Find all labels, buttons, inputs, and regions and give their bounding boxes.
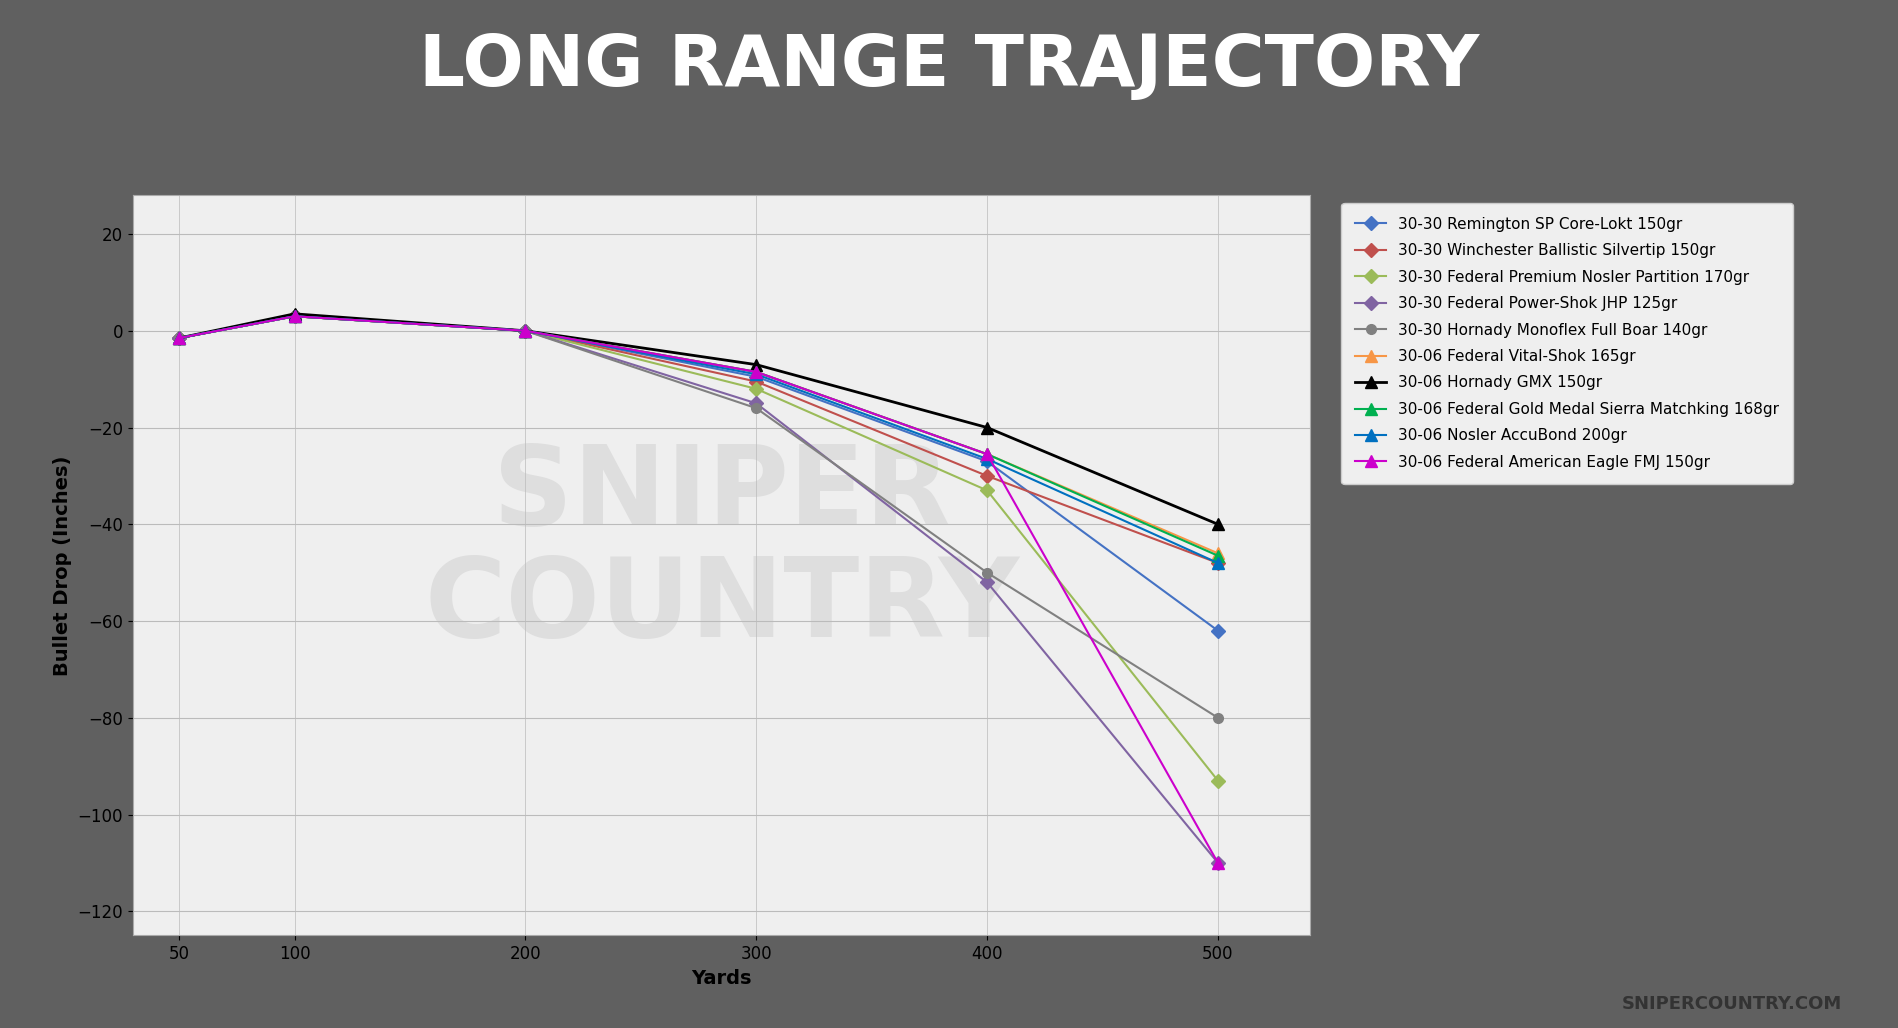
30-06 Federal Gold Medal Sierra Matchking 168gr — [1205, 550, 1228, 562]
30-06 Federal Vital-Shok 165gr — [1205, 547, 1228, 559]
Line: 30-30 Winchester Ballistic Silvertip 150gr: 30-30 Winchester Ballistic Silvertip 150… — [175, 311, 1222, 567]
Line: 30-30 Remington SP Core-Lokt 150gr: 30-30 Remington SP Core-Lokt 150gr — [175, 311, 1222, 635]
30-30 Federal Power-Shok JHP 125gr — [167, 332, 190, 344]
30-06 Nosler AccuBond 200gr — [283, 310, 306, 323]
30-06 Federal Vital-Shok 165gr — [744, 366, 767, 378]
Text: LONG RANGE TRAJECTORY: LONG RANGE TRAJECTORY — [419, 32, 1479, 102]
30-06 Federal Gold Medal Sierra Matchking 168gr — [283, 310, 306, 323]
30-30 Remington SP Core-Lokt 150gr — [744, 370, 767, 382]
30-30 Winchester Ballistic Silvertip 150gr — [283, 310, 306, 323]
30-06 Federal American Eagle FMJ 150gr — [514, 325, 537, 337]
30-30 Federal Power-Shok JHP 125gr — [976, 576, 998, 588]
30-30 Hornady Monoflex Full Boar 140gr — [514, 325, 537, 337]
30-06 Federal Gold Medal Sierra Matchking 168gr — [514, 325, 537, 337]
Line: 30-06 Hornady GMX 150gr: 30-06 Hornady GMX 150gr — [173, 308, 1222, 529]
30-30 Remington SP Core-Lokt 150gr — [283, 310, 306, 323]
30-06 Nosler AccuBond 200gr — [1205, 557, 1228, 570]
Line: 30-30 Federal Power-Shok JHP 125gr: 30-30 Federal Power-Shok JHP 125gr — [175, 311, 1222, 868]
30-30 Hornady Monoflex Full Boar 140gr — [167, 332, 190, 344]
30-06 Hornady GMX 150gr — [744, 359, 767, 371]
30-06 Federal Vital-Shok 165gr — [283, 310, 306, 323]
30-30 Hornady Monoflex Full Boar 140gr — [1205, 711, 1228, 724]
30-30 Federal Power-Shok JHP 125gr — [514, 325, 537, 337]
30-30 Hornady Monoflex Full Boar 140gr — [976, 566, 998, 579]
30-30 Federal Power-Shok JHP 125gr — [744, 397, 767, 409]
30-30 Winchester Ballistic Silvertip 150gr — [976, 470, 998, 482]
30-30 Federal Premium Nosler Partition 170gr — [744, 382, 767, 395]
30-06 Nosler AccuBond 200gr — [976, 452, 998, 465]
Line: 30-06 Nosler AccuBond 200gr: 30-06 Nosler AccuBond 200gr — [173, 310, 1222, 568]
Text: SNIPERCOUNTRY.COM: SNIPERCOUNTRY.COM — [1621, 994, 1841, 1013]
30-06 Hornady GMX 150gr — [514, 325, 537, 337]
30-30 Hornady Monoflex Full Boar 140gr — [283, 310, 306, 323]
30-06 Federal American Eagle FMJ 150gr — [976, 448, 998, 461]
30-06 Federal American Eagle FMJ 150gr — [1205, 856, 1228, 869]
30-06 Hornady GMX 150gr — [283, 307, 306, 320]
Line: 30-30 Hornady Monoflex Full Boar 140gr: 30-30 Hornady Monoflex Full Boar 140gr — [175, 311, 1222, 723]
30-30 Winchester Ballistic Silvertip 150gr — [514, 325, 537, 337]
30-30 Federal Power-Shok JHP 125gr — [283, 310, 306, 323]
30-06 Federal Vital-Shok 165gr — [167, 332, 190, 344]
30-30 Federal Premium Nosler Partition 170gr — [976, 484, 998, 497]
30-06 Nosler AccuBond 200gr — [514, 325, 537, 337]
30-06 Federal American Eagle FMJ 150gr — [283, 310, 306, 323]
30-06 Nosler AccuBond 200gr — [167, 332, 190, 344]
30-06 Federal Gold Medal Sierra Matchking 168gr — [976, 448, 998, 461]
30-06 Hornady GMX 150gr — [976, 421, 998, 434]
30-30 Winchester Ballistic Silvertip 150gr — [744, 375, 767, 388]
30-30 Federal Premium Nosler Partition 170gr — [514, 325, 537, 337]
30-30 Federal Power-Shok JHP 125gr — [1205, 856, 1228, 869]
30-06 Federal Vital-Shok 165gr — [514, 325, 537, 337]
Legend: 30-30 Remington SP Core-Lokt 150gr, 30-30 Winchester Ballistic Silvertip 150gr, : 30-30 Remington SP Core-Lokt 150gr, 30-3… — [1340, 203, 1792, 483]
Y-axis label: Bullet Drop (Inches): Bullet Drop (Inches) — [53, 455, 72, 675]
30-06 Federal Gold Medal Sierra Matchking 168gr — [167, 332, 190, 344]
Line: 30-06 Federal Gold Medal Sierra Matchking 168gr: 30-06 Federal Gold Medal Sierra Matchkin… — [173, 310, 1222, 561]
30-06 Nosler AccuBond 200gr — [744, 368, 767, 380]
30-30 Remington SP Core-Lokt 150gr — [514, 325, 537, 337]
30-30 Remington SP Core-Lokt 150gr — [167, 332, 190, 344]
Line: 30-06 Federal American Eagle FMJ 150gr: 30-06 Federal American Eagle FMJ 150gr — [173, 310, 1222, 869]
30-06 Hornady GMX 150gr — [167, 332, 190, 344]
30-30 Remington SP Core-Lokt 150gr — [1205, 625, 1228, 637]
30-06 Federal American Eagle FMJ 150gr — [744, 366, 767, 378]
X-axis label: Yards: Yards — [691, 968, 752, 988]
30-30 Hornady Monoflex Full Boar 140gr — [744, 402, 767, 414]
30-06 Hornady GMX 150gr — [1205, 518, 1228, 530]
30-30 Winchester Ballistic Silvertip 150gr — [167, 332, 190, 344]
30-30 Winchester Ballistic Silvertip 150gr — [1205, 557, 1228, 570]
30-30 Federal Premium Nosler Partition 170gr — [167, 332, 190, 344]
30-06 Federal Gold Medal Sierra Matchking 168gr — [744, 366, 767, 378]
Line: 30-06 Federal Vital-Shok 165gr: 30-06 Federal Vital-Shok 165gr — [173, 310, 1222, 559]
Line: 30-30 Federal Premium Nosler Partition 170gr: 30-30 Federal Premium Nosler Partition 1… — [175, 311, 1222, 785]
Text: SNIPER
COUNTRY: SNIPER COUNTRY — [423, 441, 1019, 660]
30-30 Federal Premium Nosler Partition 170gr — [283, 310, 306, 323]
30-06 Federal Vital-Shok 165gr — [976, 448, 998, 461]
30-30 Remington SP Core-Lokt 150gr — [976, 455, 998, 468]
30-30 Federal Premium Nosler Partition 170gr — [1205, 774, 1228, 786]
30-06 Federal American Eagle FMJ 150gr — [167, 332, 190, 344]
